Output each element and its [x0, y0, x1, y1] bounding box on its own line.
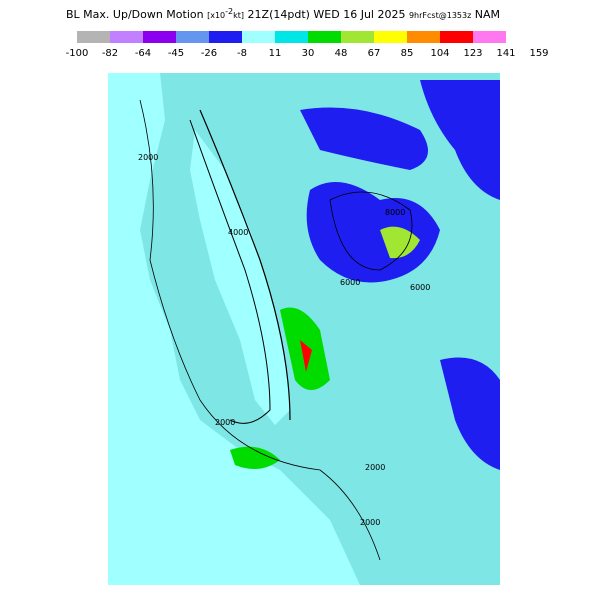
contour: [139, 99, 381, 561]
colorbar-label: -45: [168, 48, 184, 59]
colorbar-label: 30: [302, 48, 315, 59]
colorbar-swatch: [143, 31, 176, 43]
forecast-info: 9hrFcst@1353z: [409, 11, 471, 20]
colorbar-label: 11: [269, 48, 282, 59]
contour-label: 4000: [228, 228, 248, 237]
downdraft-area: [420, 80, 500, 200]
colorbar-swatch: [407, 31, 440, 43]
contour: [189, 119, 271, 424]
colorbar-swatch: [209, 31, 242, 43]
title-text: BL Max. Up/Down Motion: [66, 8, 204, 21]
colorbar-swatch: [110, 31, 143, 43]
model-name: NAM: [475, 8, 500, 21]
colorbar-label: 67: [368, 48, 381, 59]
downdraft-area: [300, 107, 428, 170]
colorbar-label: -82: [102, 48, 118, 59]
unit-exponent: -2: [225, 7, 233, 16]
strong-updraft: [300, 340, 312, 372]
unit-close: kt]: [233, 11, 244, 20]
contour-label: 2000: [365, 463, 385, 472]
colorbar-label: 141: [496, 48, 515, 59]
contour-label: 6000: [410, 283, 430, 292]
colorbar-swatch: [275, 31, 308, 43]
colorbar-swatch: [242, 31, 275, 43]
colorbar-label: 104: [430, 48, 449, 59]
colorbar-swatch: [374, 31, 407, 43]
colorbar-label: 123: [463, 48, 482, 59]
colorbar-swatch: [77, 31, 110, 43]
contour: [199, 109, 291, 421]
colorbar-label: -8: [237, 48, 247, 59]
contour-label: 2000: [360, 518, 380, 527]
contour-label: 8000: [385, 208, 405, 217]
contour: [329, 191, 413, 271]
downdraft-area: [440, 357, 500, 470]
colorbar-label: 48: [335, 48, 348, 59]
valid-time: 21Z(14pdt) WED 16 Jul 2025: [248, 8, 406, 21]
colorbar-label: -100: [66, 48, 89, 59]
contour-label: 2000: [138, 153, 158, 162]
contour-label: 2000: [215, 418, 235, 427]
colorbar-swatch: [176, 31, 209, 43]
colorbar-label: -26: [201, 48, 217, 59]
contour-label: 6000: [340, 278, 360, 287]
map-title: BL Max. Up/Down Motion [x10-2kt] 21Z(14p…: [66, 7, 500, 21]
unit-open: [x10: [207, 11, 225, 20]
colorbar-label: 159: [529, 48, 548, 59]
colorbar: -100 -82 -64 -45 -26 -8 11 30 48 67 85 104 123 141 159: [66, 31, 549, 59]
colorbar-label: 85: [401, 48, 414, 59]
colorbar-swatch: [308, 31, 341, 43]
updraft-area: [380, 226, 420, 259]
map: 2000 4000 6000 8000 2000 6000 2000 2000: [108, 73, 500, 585]
colorbar-swatch: [473, 31, 506, 43]
updraft-area: [230, 446, 280, 469]
colorbar-swatch: [341, 31, 374, 43]
colorbar-label: -64: [135, 48, 151, 59]
colorbar-swatch: [440, 31, 473, 43]
